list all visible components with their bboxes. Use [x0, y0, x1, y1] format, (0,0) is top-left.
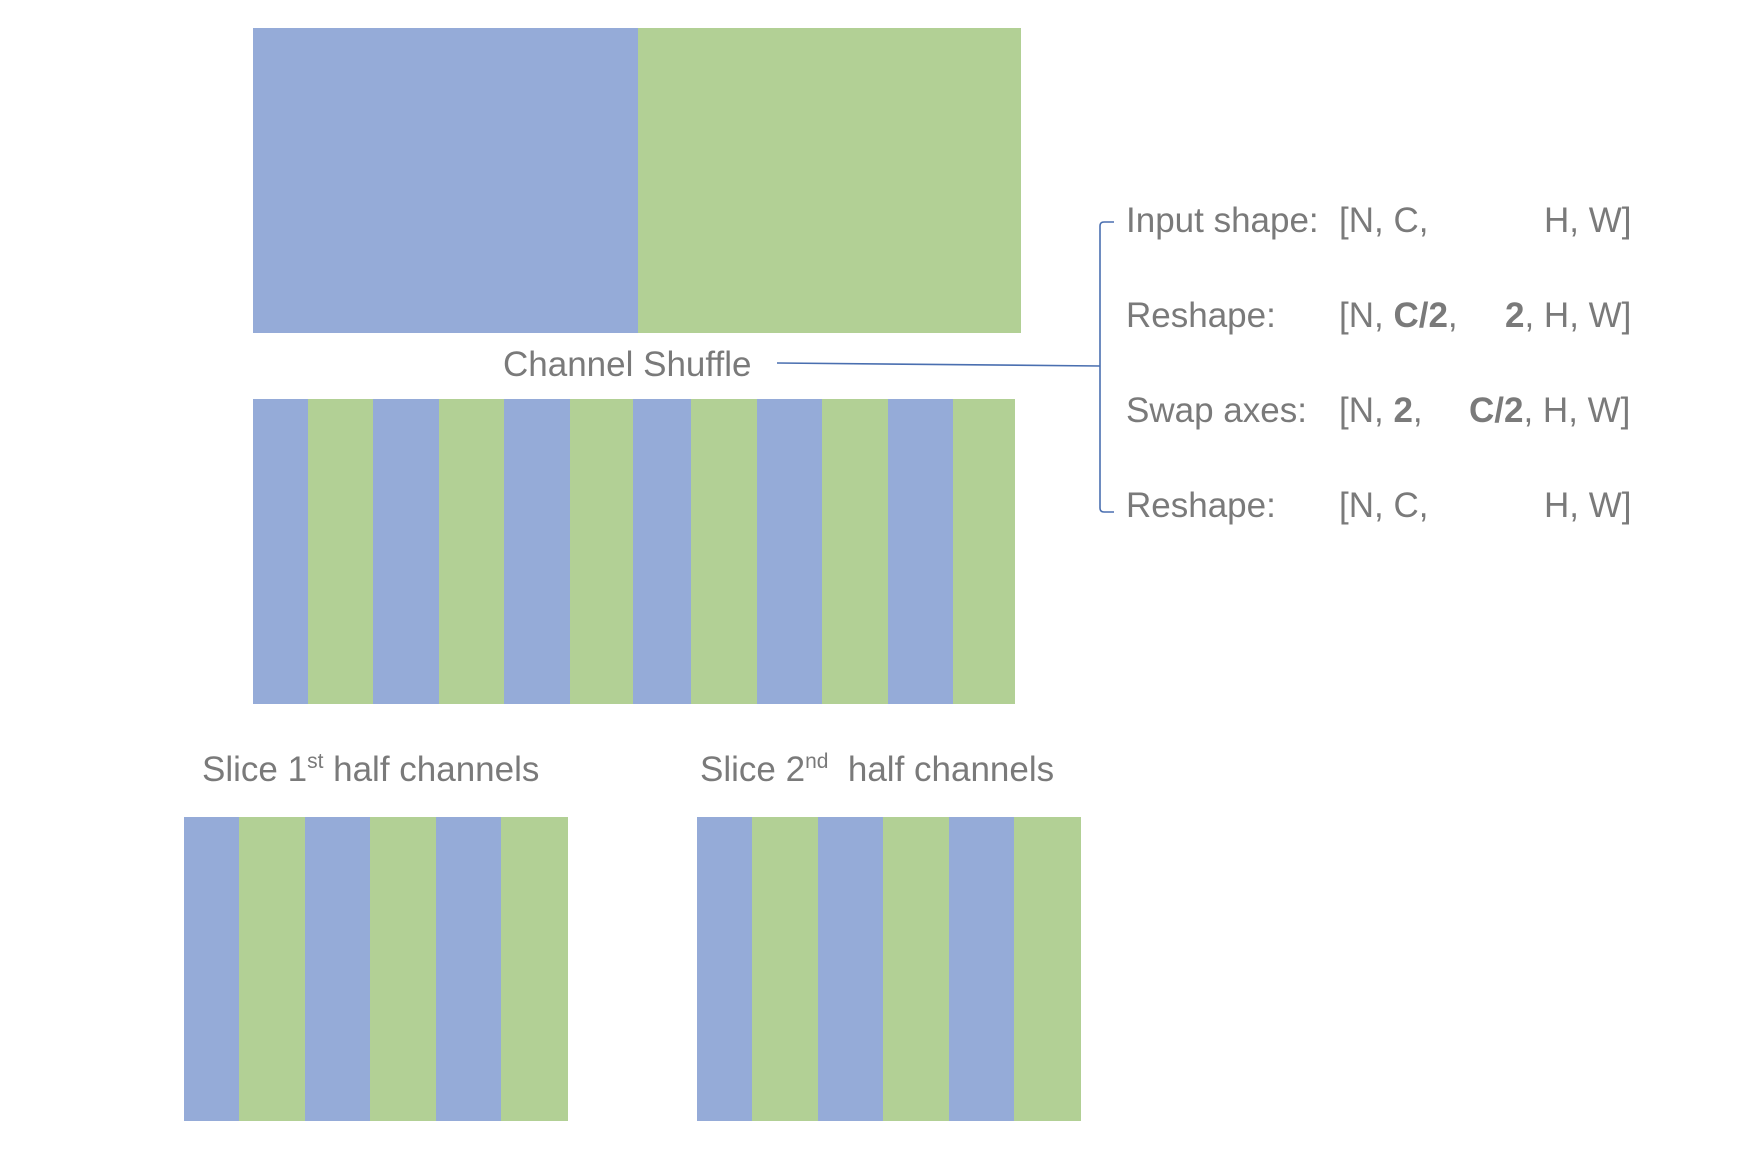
- step-name: Reshape:: [1126, 486, 1276, 525]
- channel-segment-blue: [818, 817, 883, 1121]
- step-name: Swap axes:: [1126, 391, 1307, 430]
- step-name: Input shape:: [1126, 201, 1319, 240]
- shuffled-channels-block: [253, 399, 1019, 704]
- slice2-superscript: nd: [805, 750, 829, 773]
- slice2-suffix: half channels: [828, 750, 1055, 789]
- unshuffled-channels-block: [253, 28, 1021, 333]
- channel-segment-green: [953, 399, 1015, 704]
- channel-segment-green: [370, 817, 436, 1121]
- step-shape-start: [N, C,: [1339, 201, 1429, 240]
- channel-segment-blue: [253, 399, 308, 704]
- channel-segment-green: [691, 399, 757, 704]
- step-shape-tail: C/2, H, W]: [1469, 391, 1631, 430]
- step-name: Reshape:: [1126, 296, 1276, 335]
- slice2-prefix: Slice 2: [700, 750, 806, 789]
- channel-segment-green: [308, 399, 373, 704]
- channel-segment-blue: [697, 817, 752, 1121]
- slice1-suffix: half channels: [323, 750, 540, 789]
- channel-segment-green: [570, 399, 633, 704]
- slice-first-half-label: Slice 1st half channels: [202, 750, 540, 789]
- step-shape-start: [N, C,: [1339, 486, 1429, 525]
- channel-segment-blue: [757, 399, 822, 704]
- step-shape: [N, 2,: [1339, 391, 1423, 430]
- channel-segment-green: [822, 399, 888, 704]
- slice-second-half-label: Slice 2nd half channels: [700, 750, 1055, 789]
- step-shape-end: H, W]: [1544, 486, 1632, 525]
- slice-first-half-block: [184, 817, 568, 1121]
- step-shape-end: H, W]: [1544, 201, 1632, 240]
- channel-shuffle-label: Channel Shuffle: [503, 345, 752, 384]
- channel-segment-green: [239, 817, 305, 1121]
- channel-segment-blue: [436, 817, 501, 1121]
- channel-segment-blue: [633, 399, 691, 704]
- channel-segment-blue: [253, 28, 638, 333]
- channel-segment-green: [439, 399, 504, 704]
- channel-segment-blue: [504, 399, 570, 704]
- channel-segment-green: [1014, 817, 1081, 1121]
- channel-segment-blue: [184, 817, 239, 1121]
- slice1-superscript: st: [307, 750, 324, 773]
- channel-segment-blue: [888, 399, 953, 704]
- channel-segment-blue: [373, 399, 439, 704]
- channel-segment-green: [752, 817, 818, 1121]
- channel-segment-green: [883, 817, 949, 1121]
- step-shape-tail: 2, H, W]: [1505, 296, 1632, 335]
- channel-segment-green: [638, 28, 1021, 333]
- channel-segment-blue: [305, 817, 370, 1121]
- step-shape: [N, C/2,: [1339, 296, 1458, 335]
- channel-segment-green: [501, 817, 568, 1121]
- slice1-prefix: Slice 1: [202, 750, 308, 789]
- channel-segment-blue: [949, 817, 1014, 1121]
- slice-second-half-block: [697, 817, 1081, 1121]
